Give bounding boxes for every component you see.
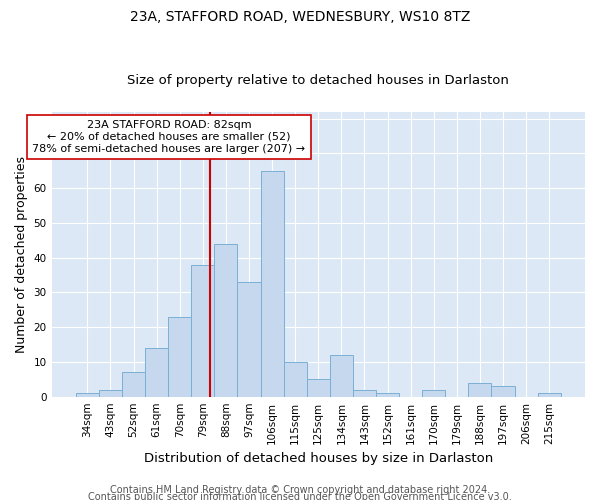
Bar (353, 390, 376, 396)
Bar (145, 348, 168, 397)
Bar (330, 355, 353, 397)
Bar (76, 393, 99, 396)
Bar (376, 393, 399, 396)
Bar (469, 383, 491, 396)
X-axis label: Distribution of detached houses by size in Darlaston: Distribution of detached houses by size … (143, 452, 493, 465)
Bar (191, 264, 214, 396)
Text: 23A, STAFFORD ROAD, WEDNESBURY, WS10 8TZ: 23A, STAFFORD ROAD, WEDNESBURY, WS10 8TZ (130, 10, 470, 24)
Bar (260, 171, 284, 396)
Bar (491, 386, 515, 396)
Bar (214, 244, 238, 396)
Bar (168, 317, 191, 396)
Bar (422, 390, 445, 396)
Y-axis label: Number of detached properties: Number of detached properties (15, 156, 28, 352)
Bar (538, 393, 561, 396)
Bar (307, 380, 330, 396)
Bar (122, 372, 145, 396)
Text: 23A STAFFORD ROAD: 82sqm
← 20% of detached houses are smaller (52)
78% of semi-d: 23A STAFFORD ROAD: 82sqm ← 20% of detach… (32, 120, 305, 154)
Bar (284, 362, 307, 396)
Text: Contains HM Land Registry data © Crown copyright and database right 2024.: Contains HM Land Registry data © Crown c… (110, 485, 490, 495)
Bar (99, 390, 122, 396)
Bar (238, 282, 260, 397)
Text: Contains public sector information licensed under the Open Government Licence v3: Contains public sector information licen… (88, 492, 512, 500)
Title: Size of property relative to detached houses in Darlaston: Size of property relative to detached ho… (127, 74, 509, 87)
